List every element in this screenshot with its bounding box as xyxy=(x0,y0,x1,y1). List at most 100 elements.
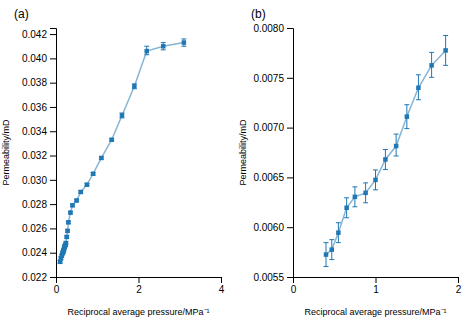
tick-label: 0.022 xyxy=(22,272,47,283)
tick-label: 0.040 xyxy=(22,53,47,64)
marker xyxy=(429,63,434,68)
error-bar xyxy=(352,187,357,207)
error-bar xyxy=(329,240,334,260)
tick-label: 0.026 xyxy=(22,223,47,234)
marker xyxy=(64,241,69,246)
x-axis: 0 1 2 xyxy=(291,277,462,295)
tick-mark xyxy=(50,204,56,205)
marker xyxy=(65,229,70,234)
x-axis-title: Reciprocal average pressure/MPa⁻¹ xyxy=(304,307,446,317)
error-bar xyxy=(373,170,378,190)
marker xyxy=(68,210,73,215)
tick-label: 0.036 xyxy=(22,102,47,113)
marker xyxy=(120,113,125,118)
tick-mark xyxy=(50,107,56,108)
tick: 2 xyxy=(136,277,142,295)
data-line xyxy=(60,43,184,262)
panel: 0120.00550.00600.00650.00700.00750.0080R… xyxy=(238,7,462,317)
tick-label: 0.042 xyxy=(22,29,47,40)
tick-label: 0.028 xyxy=(22,199,47,210)
marker xyxy=(91,172,96,177)
tick-label: 0.0055 xyxy=(253,272,284,283)
marker xyxy=(443,48,448,53)
tick-label: 0.034 xyxy=(22,126,47,137)
error-bar xyxy=(324,243,329,267)
marker xyxy=(70,203,75,208)
tick-mark xyxy=(287,177,293,178)
y-axis-title: Permeability/mD xyxy=(1,119,11,186)
tick-mark xyxy=(50,180,56,181)
tick-label: 4 xyxy=(219,284,225,295)
error-bar xyxy=(383,150,388,170)
panel-title: (a) xyxy=(14,7,29,21)
axis-line xyxy=(287,29,294,278)
marker xyxy=(74,198,79,203)
tick: 0.0065 xyxy=(253,172,293,183)
y-axis-title: Permeability/mD xyxy=(238,119,248,186)
tick: 2 xyxy=(456,277,462,295)
plot-area xyxy=(58,39,187,264)
tick: 0.0055 xyxy=(253,272,293,283)
marker xyxy=(145,49,150,54)
error-bar xyxy=(429,52,434,77)
tick: 0.040 xyxy=(22,53,56,64)
marker xyxy=(405,114,410,119)
error-bar xyxy=(181,39,186,46)
error-bar xyxy=(443,35,448,65)
error-bar xyxy=(404,105,409,129)
marker xyxy=(416,86,421,91)
tick-mark xyxy=(287,28,293,29)
tick-label: 2 xyxy=(456,284,462,295)
tick-label: 0.0080 xyxy=(253,23,284,34)
marker xyxy=(85,182,90,187)
marker xyxy=(99,156,104,161)
tick-mark xyxy=(50,228,56,229)
tick-mark xyxy=(376,277,377,283)
marker xyxy=(383,157,388,162)
marker xyxy=(79,190,84,195)
tick-mark xyxy=(221,277,222,283)
marker xyxy=(363,191,368,196)
tick-label: 0.030 xyxy=(22,175,47,186)
tick: 0.042 xyxy=(22,29,56,40)
tick-mark xyxy=(50,34,56,35)
marker xyxy=(353,195,358,200)
axis-line xyxy=(294,278,459,284)
tick-mark xyxy=(50,253,56,254)
tick: 0.0080 xyxy=(253,23,293,34)
tick-mark xyxy=(50,58,56,59)
error-bar xyxy=(394,134,399,156)
tick: 0.0075 xyxy=(253,73,293,84)
marker xyxy=(336,230,341,235)
y-axis: 0.0220.0240.0260.0280.0300.0320.0340.036… xyxy=(22,29,57,283)
tick-label: 0 xyxy=(291,284,297,295)
error-bar xyxy=(120,113,125,118)
plot-area xyxy=(324,35,449,266)
error-bar xyxy=(161,43,166,50)
tick: 0.022 xyxy=(22,272,56,283)
error-bar xyxy=(416,75,421,100)
chart-root: 0240.0220.0240.0260.0280.0300.0320.0340.… xyxy=(0,0,474,323)
marker xyxy=(66,220,71,225)
tick: 4 xyxy=(219,277,225,295)
tick-label: 0.0065 xyxy=(253,172,284,183)
tick-label: 0.0075 xyxy=(253,73,284,84)
panel: 0240.0220.0240.0260.0280.0300.0320.0340.… xyxy=(1,7,225,317)
tick: 0.038 xyxy=(22,77,56,88)
marker xyxy=(344,206,349,211)
tick: 0.028 xyxy=(22,199,56,210)
axis-line xyxy=(57,278,222,284)
tick-label: 0.024 xyxy=(22,247,47,258)
error-bar xyxy=(344,198,349,218)
marker xyxy=(324,252,329,257)
tick-mark xyxy=(50,156,56,157)
tick-mark xyxy=(287,128,293,129)
error-bar xyxy=(363,183,368,203)
error-bar xyxy=(144,46,149,55)
tick: 0.036 xyxy=(22,102,56,113)
tick-mark xyxy=(50,277,56,278)
tick: 0.030 xyxy=(22,175,56,186)
error-bar xyxy=(132,84,137,89)
tick-label: 1 xyxy=(373,284,379,295)
marker xyxy=(394,144,399,149)
